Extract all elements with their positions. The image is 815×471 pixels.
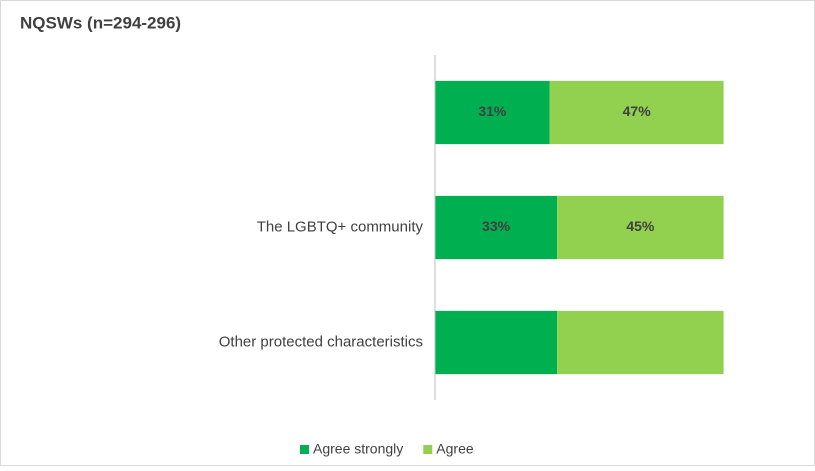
legend-swatch	[423, 445, 433, 454]
legend-label: Agree	[436, 441, 474, 457]
category-label: Other protected characteristics	[219, 333, 423, 350]
value-label: 33%	[482, 218, 511, 234]
value-label: 47%	[623, 103, 652, 119]
chart-title: NQSWs (n=294-296)	[20, 13, 181, 32]
bar-segment	[435, 195, 558, 260]
value-label: 31%	[478, 103, 507, 119]
category-label: The LGBTQ+ community	[257, 218, 424, 235]
bar-segment	[557, 195, 724, 260]
bar-segment	[557, 310, 724, 375]
legend-label: Agree strongly	[313, 441, 403, 457]
legend-swatch	[300, 445, 309, 454]
bar-segment	[435, 310, 558, 375]
bar-segment	[435, 80, 550, 145]
bar-segment	[549, 80, 724, 145]
value-label: 45%	[626, 218, 655, 234]
